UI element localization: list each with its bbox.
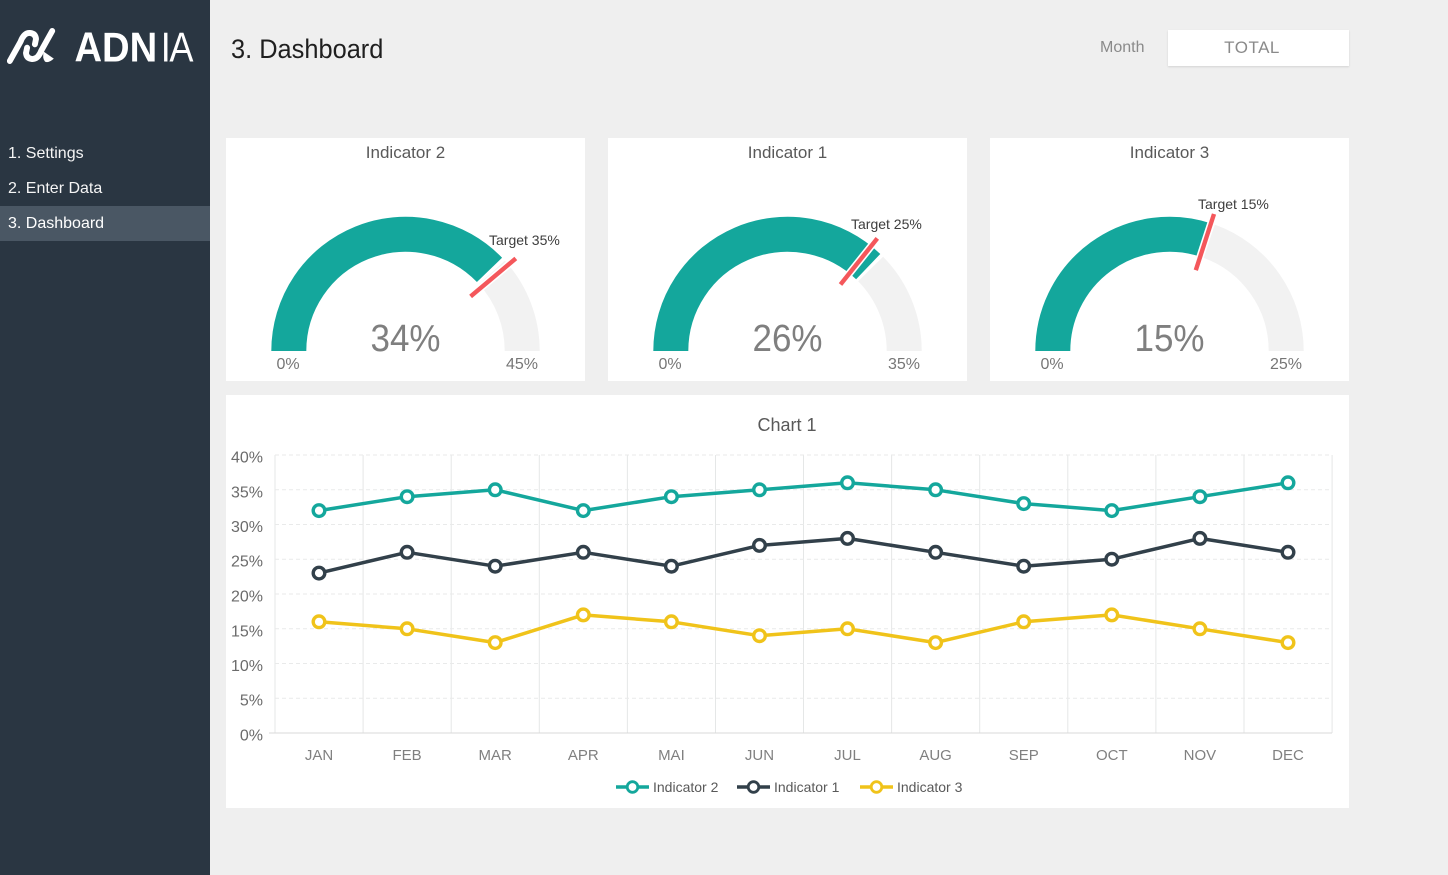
svg-text:40%: 40% [231, 450, 263, 467]
svg-text:30%: 30% [231, 519, 263, 536]
svg-text:0%: 0% [240, 728, 263, 745]
svg-text:FEB: FEB [393, 747, 422, 764]
svg-text:JUN: JUN [745, 747, 774, 764]
svg-text:35%: 35% [231, 484, 263, 501]
svg-text:25%: 25% [231, 554, 263, 571]
svg-text:ADN: ADN [75, 27, 158, 69]
svg-text:20%: 20% [231, 589, 263, 606]
svg-text:IA: IA [161, 27, 194, 69]
svg-text:5%: 5% [240, 693, 263, 710]
svg-text:DEC: DEC [1272, 747, 1304, 764]
svg-text:SEP: SEP [1009, 747, 1039, 764]
svg-text:NOV: NOV [1184, 747, 1217, 764]
svg-text:10%: 10% [231, 658, 263, 675]
svg-text:JUL: JUL [834, 747, 861, 764]
svg-text:AUG: AUG [919, 747, 952, 764]
svg-text:JAN: JAN [305, 747, 333, 764]
svg-text:Indicator 1: Indicator 1 [774, 779, 840, 795]
svg-text:Chart 1: Chart 1 [757, 415, 816, 435]
svg-text:MAR: MAR [479, 747, 513, 764]
svg-text:MAI: MAI [658, 747, 685, 764]
svg-text:OCT: OCT [1096, 747, 1128, 764]
svg-text:Indicator 2: Indicator 2 [653, 779, 719, 795]
svg-text:APR: APR [568, 747, 599, 764]
svg-text:Indicator 3: Indicator 3 [897, 779, 963, 795]
svg-text:15%: 15% [231, 623, 263, 640]
